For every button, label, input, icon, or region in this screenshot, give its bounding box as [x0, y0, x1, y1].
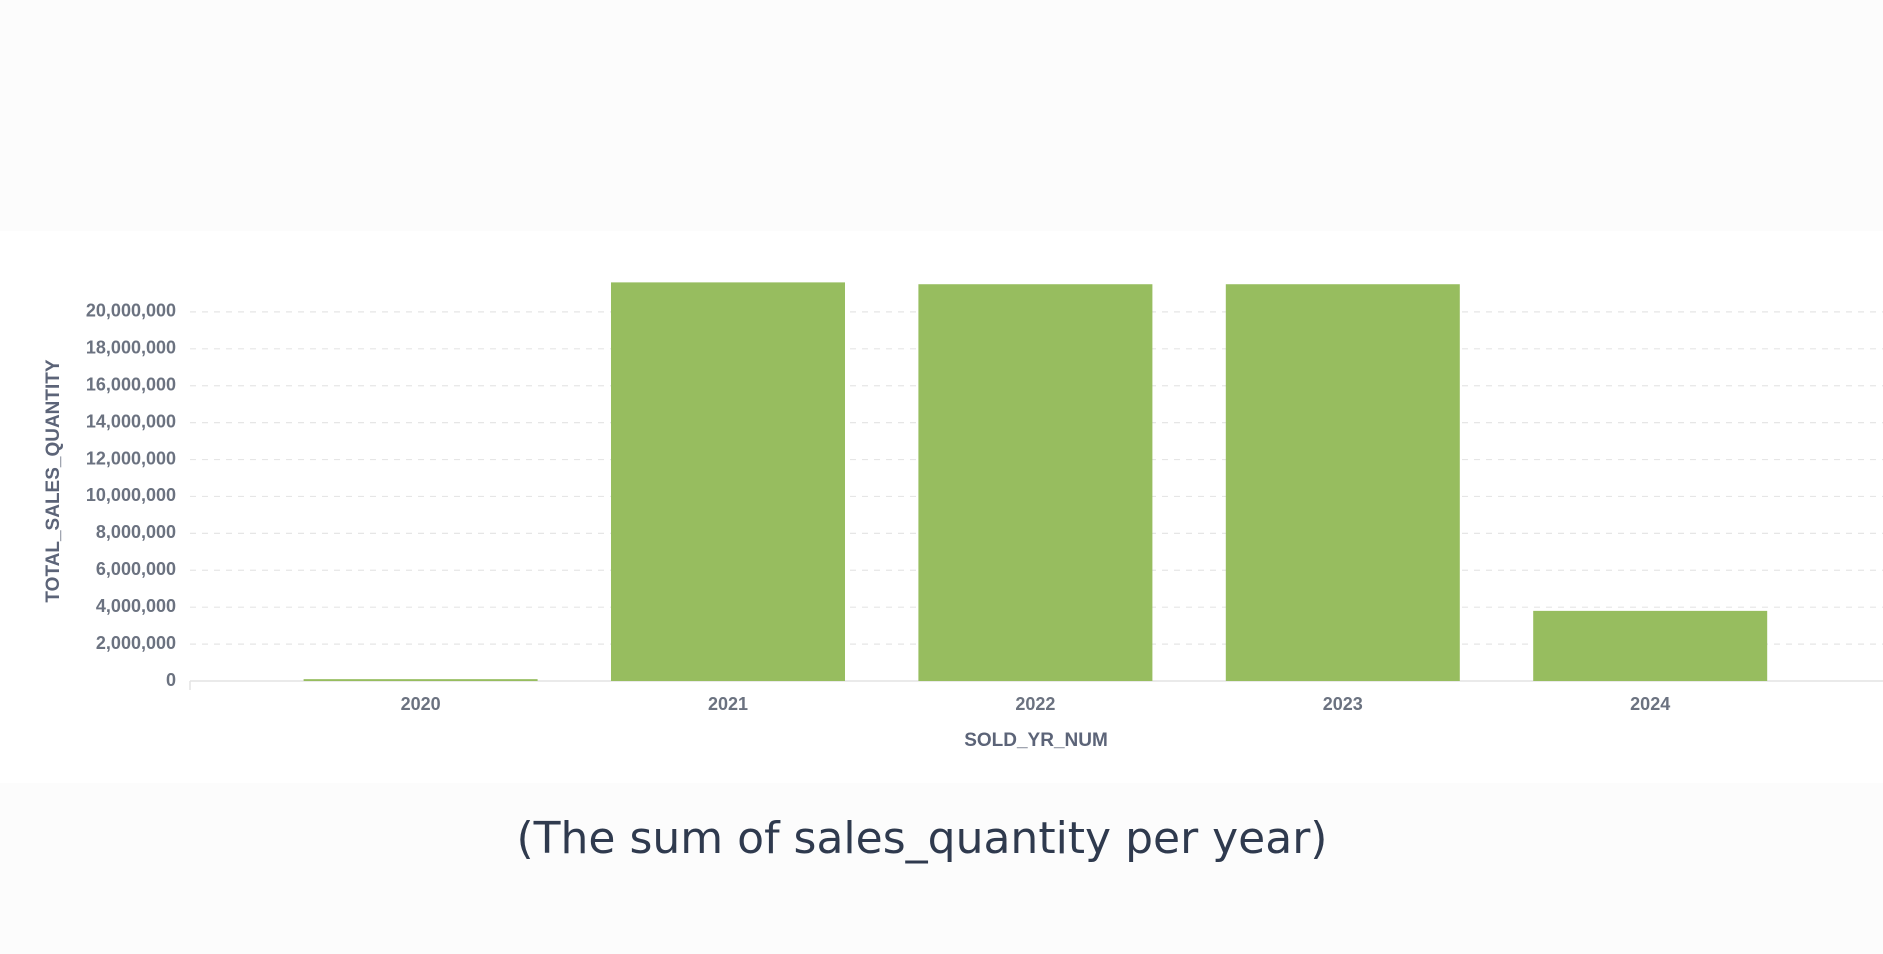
caption: (The sum of sales_quantity per year) [517, 813, 1328, 864]
bar [303, 679, 538, 681]
bar [1533, 610, 1768, 681]
y-axis-label: TOTAL_SALES_QUANTITY [43, 359, 64, 602]
y-tick-label: 6,000,000 [96, 559, 176, 579]
y-tick-label: 18,000,000 [86, 338, 176, 358]
x-tick-label: 2020 [401, 694, 441, 714]
y-tick-label: 16,000,000 [86, 374, 176, 394]
y-tick-label: 10,000,000 [86, 485, 176, 505]
x-tick-label: 2022 [1015, 694, 1055, 714]
bar [611, 282, 845, 681]
y-tick-label: 14,000,000 [86, 411, 176, 431]
y-tick-label: 0 [166, 670, 176, 690]
x-tick-label: 2021 [708, 694, 748, 714]
x-tick-label: 2023 [1323, 694, 1363, 714]
y-tick-label: 8,000,000 [96, 522, 176, 542]
y-tick-label: 4,000,000 [96, 596, 176, 616]
x-tick-label: 2024 [1630, 694, 1670, 714]
y-tick-label: 20,000,000 [86, 301, 176, 321]
y-tick-label: 2,000,000 [96, 633, 176, 653]
x-axis-label: SOLD_YR_NUM [964, 730, 1108, 751]
y-tick-label: 12,000,000 [86, 448, 176, 468]
bar [918, 284, 1153, 681]
bar [1225, 284, 1460, 681]
